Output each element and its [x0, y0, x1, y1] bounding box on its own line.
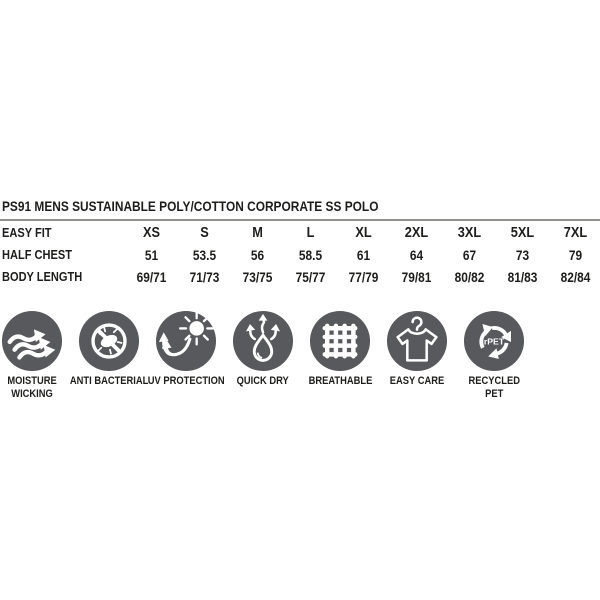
measurement-cell: 67 — [462, 247, 477, 263]
page-title-text: PS91 MENS SUSTAINABLE POLY/COTTON CORPOR… — [2, 198, 379, 214]
feature-label: RECYCLED PET — [468, 375, 520, 400]
size-header: XL — [355, 224, 372, 241]
size-header: 2XL — [404, 224, 429, 241]
measurement-cell: 82/84 — [560, 269, 591, 285]
size-header: 7XL — [563, 224, 588, 241]
size-header: S — [200, 224, 209, 241]
breathable-icon — [309, 310, 371, 372]
measurement-cell: 56 — [250, 247, 265, 263]
measurement-cell: 79 — [568, 247, 583, 263]
row-label: HALF CHEST — [2, 247, 72, 262]
measurement-cell: 81/83 — [507, 269, 538, 285]
feature-easy-care: EASY CARE — [375, 310, 459, 388]
recycled-pet-icon: rPET — [463, 310, 525, 372]
uv-protection-icon — [155, 310, 217, 372]
measurement-cell: 64 — [409, 247, 424, 263]
feature-breathable: BREATHABLE — [298, 310, 382, 388]
feature-anti-bacterial: ANTI BACTERIAL — [67, 310, 151, 388]
moisture-wicking-icon — [1, 310, 63, 372]
size-header: L — [306, 224, 315, 241]
feature-label: QUICK DRY — [236, 375, 290, 387]
feature-uv-protection: UV PROTECTION — [144, 310, 228, 388]
size-header: 3XL — [457, 224, 482, 241]
feature-icon-row: MOISTURE WICKING ANTI BACTERIAL — [0, 310, 600, 405]
row-label: EASY FIT — [2, 225, 52, 240]
measurement-cell: 73/75 — [242, 269, 273, 285]
easy-care-icon — [386, 310, 448, 372]
feature-moisture-wicking: MOISTURE WICKING — [0, 310, 74, 400]
page-title: PS91 MENS SUSTAINABLE POLY/COTTON CORPOR… — [2, 198, 445, 214]
measurement-cell: 77/79 — [348, 269, 379, 285]
feature-label: UV PROTECTION — [147, 375, 225, 387]
measurement-cell: 80/82 — [454, 269, 485, 285]
title-divider — [0, 219, 600, 221]
feature-label: EASY CARE — [389, 375, 445, 387]
feature-label: ANTI BACTERIAL — [69, 375, 149, 387]
table-row: BODY LENGTH 69/71 71/73 73/75 75/77 77/7… — [0, 266, 600, 288]
feature-label: BREATHABLE — [308, 375, 372, 387]
size-header: M — [252, 224, 263, 241]
feature-recycled-pet: rPET RECYCLED PET — [452, 310, 536, 400]
row-label: BODY LENGTH — [2, 269, 83, 284]
feature-quick-dry: QUICK DRY — [221, 310, 305, 388]
measurement-cell: 79/81 — [401, 269, 432, 285]
rpet-badge-text: rPET — [484, 336, 505, 346]
size-table: EASY FIT XS S M L XL 2XL 3XL 5XL 7XL HAL… — [0, 222, 600, 288]
table-row: HALF CHEST 51 53.5 56 58.5 61 64 67 73 7… — [0, 244, 600, 266]
measurement-cell: 58.5 — [298, 247, 323, 263]
table-row: EASY FIT XS S M L XL 2XL 3XL 5XL 7XL — [0, 222, 600, 244]
size-header: 5XL — [510, 224, 535, 241]
measurement-cell: 71/73 — [189, 269, 220, 285]
measurement-cell: 73 — [515, 247, 530, 263]
measurement-cell: 51 — [144, 247, 159, 263]
anti-bacterial-icon — [78, 310, 140, 372]
size-header: XS — [142, 224, 160, 241]
measurement-cell: 69/71 — [136, 269, 167, 285]
measurement-cell: 53.5 — [192, 247, 217, 263]
feature-label: MOISTURE WICKING — [7, 375, 57, 400]
measurement-cell: 61 — [356, 247, 371, 263]
quick-dry-icon — [232, 310, 294, 372]
measurement-cell: 75/77 — [295, 269, 326, 285]
